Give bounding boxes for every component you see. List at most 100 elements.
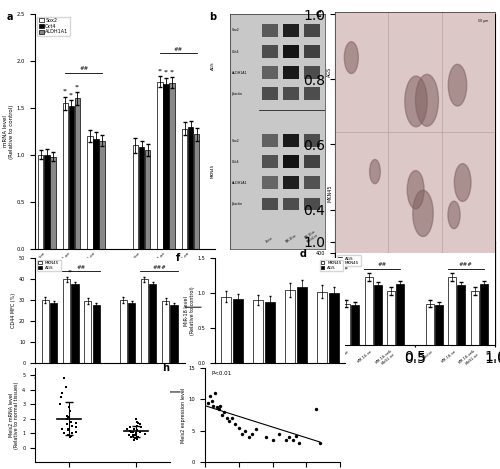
Bar — [426, 303, 434, 345]
Point — [130, 431, 138, 439]
Bar — [100, 141, 104, 249]
Bar — [133, 145, 138, 249]
Bar — [282, 134, 299, 147]
Point — [292, 432, 300, 439]
Bar — [262, 66, 278, 79]
Bar — [63, 279, 70, 363]
Text: NC: NC — [289, 368, 296, 374]
Bar — [75, 98, 80, 249]
Point — [208, 397, 216, 404]
Point — [245, 433, 253, 441]
Bar — [170, 83, 175, 249]
Point — [62, 421, 70, 428]
Bar — [297, 287, 307, 363]
Text: MIR-18-oe: MIR-18-oe — [440, 349, 457, 363]
Point — [286, 433, 294, 441]
Bar — [69, 106, 74, 249]
Bar — [471, 291, 478, 345]
Point — [64, 431, 72, 439]
Point — [204, 399, 212, 406]
Text: 50 μm: 50 μm — [478, 19, 488, 23]
Point — [64, 425, 72, 432]
Text: Vector: Vector — [423, 349, 434, 359]
Text: Vector: Vector — [339, 349, 350, 359]
Point — [312, 405, 320, 413]
Point — [123, 425, 131, 432]
Circle shape — [405, 76, 427, 127]
Point — [64, 414, 72, 421]
Point — [133, 426, 141, 434]
Point — [238, 430, 246, 438]
Text: MIR-18-oe: MIR-18-oe — [54, 251, 72, 268]
Text: a: a — [6, 12, 12, 22]
Point — [130, 437, 138, 444]
Bar — [92, 305, 100, 363]
Text: ###: ### — [152, 265, 166, 270]
Text: MIR-18-oe&MeiS2-oe: MIR-18-oe&MeiS2-oe — [64, 251, 96, 283]
Bar — [282, 155, 299, 168]
Text: ALDH1A1: ALDH1A1 — [232, 71, 248, 75]
Bar — [194, 134, 200, 249]
Bar — [304, 134, 320, 147]
Bar — [304, 24, 320, 37]
Text: P<0.01: P<0.01 — [212, 371, 232, 376]
Y-axis label: MiR-18 level
(Relative to control): MiR-18 level (Relative to control) — [184, 287, 195, 335]
Point — [60, 375, 68, 382]
Bar — [282, 24, 299, 37]
Y-axis label: No. of mammospheres: No. of mammospheres — [308, 271, 313, 327]
Bar — [448, 277, 456, 345]
Text: Vector: Vector — [356, 259, 368, 263]
Text: f: f — [176, 253, 180, 263]
Bar — [282, 66, 299, 79]
Text: AGS: AGS — [147, 398, 158, 403]
Point — [235, 424, 243, 431]
Point — [126, 431, 134, 439]
Point — [131, 434, 139, 442]
Bar — [365, 277, 372, 345]
Point — [209, 402, 217, 409]
Point — [132, 429, 140, 437]
Text: MIR-18-oe: MIR-18-oe — [54, 367, 71, 382]
Point — [62, 415, 70, 423]
Point — [72, 424, 80, 431]
Text: MKN45: MKN45 — [328, 184, 332, 202]
Point — [242, 427, 250, 434]
Text: AGS: AGS — [162, 319, 175, 324]
Text: **: ** — [63, 89, 68, 94]
Bar — [316, 292, 327, 363]
Bar — [233, 299, 243, 363]
Point — [252, 426, 260, 433]
Point — [58, 389, 66, 396]
Text: d: d — [300, 249, 307, 259]
Y-axis label: Meis2 expression level: Meis2 expression level — [181, 387, 186, 443]
Bar — [221, 297, 231, 363]
Point — [214, 405, 222, 413]
Text: MIR-18-oe&MeiS2-oe: MIR-18-oe&MeiS2-oe — [61, 367, 92, 394]
Point — [133, 435, 141, 443]
Bar — [94, 139, 98, 249]
Circle shape — [416, 75, 438, 126]
Bar — [282, 197, 299, 211]
Y-axis label: Meis2 mRNA level
(Relative to normal tissues): Meis2 mRNA level (Relative to normal tis… — [8, 381, 20, 449]
Text: ALDH1A1: ALDH1A1 — [232, 181, 248, 185]
Point — [232, 421, 239, 428]
Bar — [282, 87, 299, 100]
Legend: MKN45, AGS: MKN45, AGS — [320, 260, 343, 271]
Text: Vector: Vector — [130, 251, 141, 263]
Circle shape — [448, 64, 466, 106]
Text: MIR-18-oe: MIR-18-oe — [357, 349, 373, 363]
Point — [136, 428, 144, 435]
Bar — [396, 284, 404, 345]
Point — [130, 426, 138, 433]
Point — [206, 393, 214, 400]
Text: Vector-oe: Vector-oe — [34, 367, 50, 381]
Bar — [253, 300, 263, 363]
Text: b: b — [209, 12, 216, 22]
Circle shape — [448, 201, 460, 229]
Text: AGS: AGS — [211, 61, 215, 70]
Text: MIR-18-oe&
MeiS2-oe: MIR-18-oe& MeiS2-oe — [458, 349, 479, 369]
Point — [222, 415, 230, 422]
Point — [68, 418, 76, 425]
Text: **: ** — [158, 68, 162, 73]
Circle shape — [407, 171, 424, 209]
